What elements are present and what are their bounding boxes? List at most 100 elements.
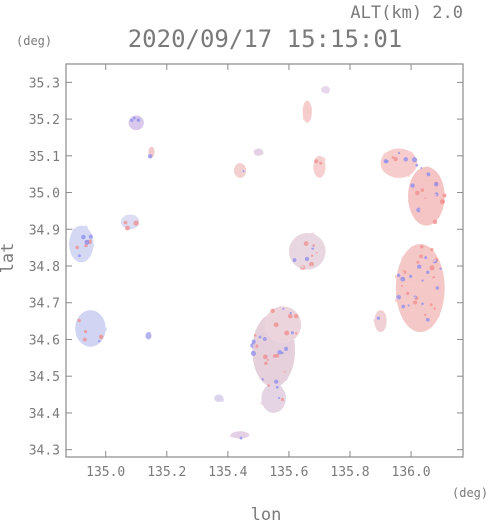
y-tick-label: 34.3 [29, 444, 60, 459]
echo-speckle [279, 315, 282, 318]
echo-speckle [437, 190, 443, 195]
echo-speckle [432, 171, 437, 176]
x-tick-label: 135.0 [86, 465, 125, 480]
echo-speckle [257, 349, 263, 355]
echo-speckle [96, 321, 100, 325]
echo-speckle [258, 347, 262, 351]
echo-speckle [424, 264, 427, 267]
echo-speckle [280, 368, 286, 374]
y-tick-label: 35.2 [29, 113, 60, 128]
echo-speckle [417, 280, 420, 283]
echo-speckle [240, 170, 243, 173]
echo-speckle [415, 288, 419, 292]
echo-speckle [72, 228, 76, 232]
echo-speckle [278, 385, 282, 389]
echo-speckle [280, 397, 284, 402]
echo-speckle [89, 242, 95, 248]
echo-speckle [283, 346, 289, 352]
echo-speckle [412, 300, 418, 305]
echo-speckle [421, 279, 424, 282]
echo-speckle [270, 308, 275, 314]
echo-speckle [415, 163, 419, 167]
echo-speckle [268, 378, 271, 381]
echo-speckle [136, 118, 141, 122]
echo-speckle [439, 267, 442, 270]
echo-speckle [264, 404, 268, 407]
echo-speckle [401, 256, 406, 261]
echo-speckle [430, 247, 434, 252]
echo-speckle [294, 332, 298, 335]
echo-speckle [401, 298, 405, 301]
echo-speckle [290, 359, 293, 362]
echo-speckle [92, 325, 96, 329]
chart-title: 2020/09/17 15:15:01 [128, 25, 403, 53]
echo-layer [69, 86, 447, 440]
echo-speckle [426, 253, 430, 257]
echo-region [230, 431, 250, 439]
echo-speckle [298, 252, 303, 258]
echo-speckle [275, 385, 279, 389]
echo-speckle [406, 291, 410, 295]
echo-speckle [283, 376, 288, 381]
echo-speckle [403, 157, 409, 162]
echo-speckle [303, 241, 309, 246]
echo-speckle [431, 189, 434, 192]
echo-speckle [416, 244, 419, 247]
echo-speckle [401, 304, 406, 309]
echo-speckle [239, 431, 245, 437]
echo-speckle [279, 323, 283, 326]
echo-speckle [434, 193, 437, 197]
echo-speckle [400, 276, 406, 282]
echo-speckle [275, 353, 280, 358]
echo-speckle [290, 331, 295, 335]
echo-speckle [259, 150, 264, 156]
echo-speckle [77, 254, 81, 258]
echo-speckle [235, 170, 241, 176]
echo-speckle [441, 200, 445, 204]
echo-speckle [408, 312, 414, 317]
echo-speckle [433, 189, 437, 193]
x-axis-label: lon [251, 505, 282, 521]
echo-speckle [420, 188, 425, 193]
echo-speckle [267, 384, 271, 387]
echo-speckle [283, 394, 287, 398]
echo-speckle [267, 345, 270, 348]
echo-speckle [287, 326, 293, 332]
echo-speckle [424, 256, 428, 260]
echo-speckle [424, 313, 427, 316]
echo-speckle [421, 258, 426, 264]
y-tick-label: 34.8 [29, 260, 60, 275]
echo-speckle [123, 220, 128, 225]
echo-speckle [125, 225, 130, 231]
echo-speckle [415, 173, 420, 178]
echo-speckle [286, 337, 292, 342]
echo-speckle [253, 334, 257, 337]
echo-speckle [294, 325, 297, 328]
echo-speckle [305, 113, 308, 116]
echo-speckle [270, 345, 274, 348]
echo-speckle [299, 248, 304, 253]
echo-speckle [93, 321, 96, 324]
echo-speckle [406, 173, 411, 177]
echo-speckle [148, 331, 151, 334]
echo-speckle [98, 340, 101, 343]
echo-speckle [288, 313, 293, 319]
echo-speckle [277, 378, 280, 381]
echo-speckle [316, 248, 320, 252]
x-tick-label: 136.0 [392, 465, 431, 480]
echo-speckle [277, 396, 281, 400]
echo-speckle [418, 200, 423, 205]
echo-speckle [133, 220, 139, 226]
echo-speckle [416, 317, 420, 321]
echo-speckle [81, 234, 86, 240]
echo-speckle [387, 170, 391, 174]
echo-speckle [300, 264, 305, 269]
echo-speckle [132, 116, 136, 120]
echo-speckle [430, 317, 435, 322]
echo-speckle [382, 324, 385, 328]
echo-speckle [393, 174, 397, 179]
echo-speckle [268, 399, 272, 403]
echo-speckle [429, 303, 433, 307]
echo-speckle [376, 316, 381, 320]
echo-speckle [382, 166, 388, 172]
